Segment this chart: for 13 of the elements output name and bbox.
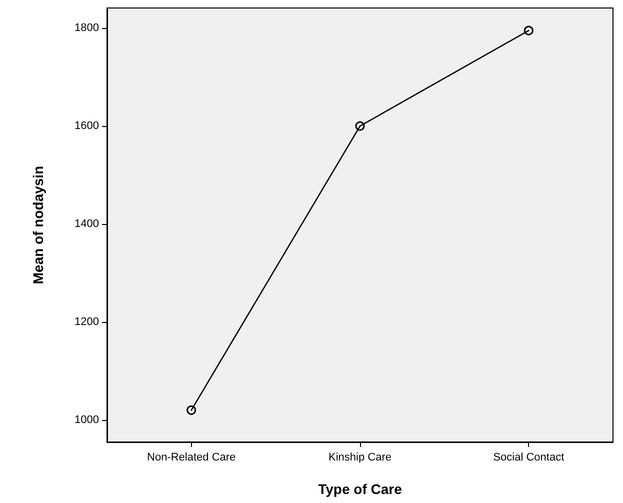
point: [186, 405, 196, 415]
x-tick-label: Kinship Care: [328, 452, 392, 464]
x-tick-label: Non-Related Care: [147, 452, 236, 464]
x-axis-title: Type of Care: [318, 481, 402, 497]
x-tick-label: Social Contact: [493, 452, 564, 464]
point: [524, 26, 534, 36]
y-tick-label: 1600: [74, 120, 99, 132]
y-tick-label: 1800: [74, 22, 99, 34]
y-axis-title: Mean of nodaysin: [30, 166, 46, 284]
y-tick-label: 1200: [74, 316, 99, 328]
y-tick-label: 1000: [74, 414, 99, 426]
y-tick-label: 1400: [74, 218, 99, 230]
point: [355, 121, 365, 131]
